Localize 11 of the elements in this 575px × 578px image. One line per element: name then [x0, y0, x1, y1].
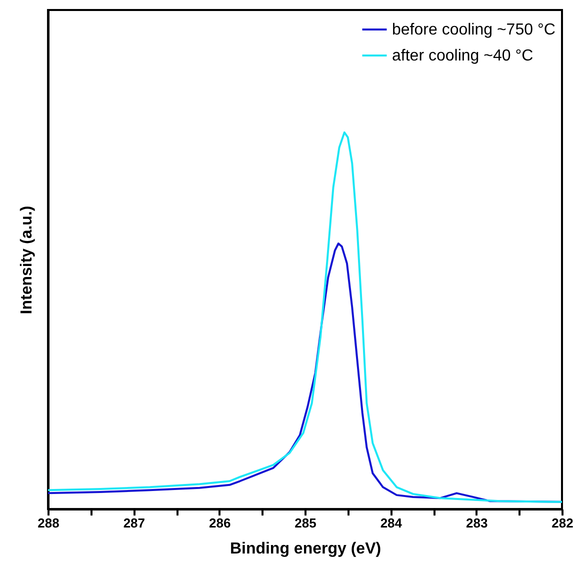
- x-tick-label: 285: [294, 516, 316, 530]
- x-tick-label: 284: [380, 516, 403, 530]
- y-axis-title: Intensity (a.u.): [18, 206, 36, 314]
- x-tick-label: 283: [466, 516, 488, 530]
- x-axis-title: Binding energy (eV): [230, 540, 382, 558]
- legend-label: after cooling ~40 °C: [392, 48, 534, 64]
- x-tick-label: 287: [123, 516, 146, 530]
- legend-label: before cooling ~750 °C: [392, 22, 556, 38]
- x-tick-label: 286: [208, 516, 231, 530]
- x-tick-label: 288: [38, 516, 60, 530]
- x-tick-label: 282: [552, 516, 574, 530]
